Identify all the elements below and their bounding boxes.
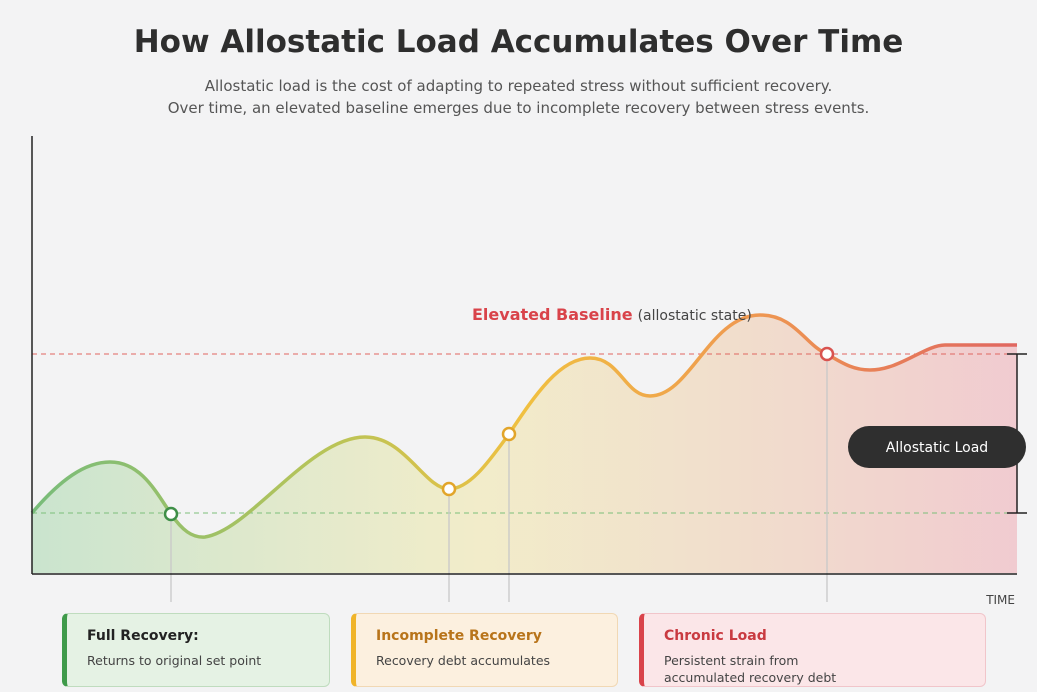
- card: Chronic Load Persistent strain from accu…: [639, 613, 986, 687]
- point: [501, 426, 517, 442]
- point: [163, 506, 179, 522]
- load-pill: [848, 426, 1026, 468]
- card-text: Persistent strain from accumulated recov…: [664, 653, 837, 685]
- card-text: Returns to original set point: [87, 653, 262, 668]
- card-title: Full Recovery:: [87, 628, 199, 644]
- baseline-note: (allostatic state): [638, 308, 752, 324]
- baseline-label: Elevated Baseline (allostatic state): [472, 305, 752, 324]
- card: Incomplete Recovery Recovery debt accumu…: [351, 613, 618, 687]
- subtitle: Over time, an elevated baseline emerges …: [167, 99, 870, 117]
- title: How Allostatic Load Accumulates Over Tim…: [133, 24, 904, 60]
- point: [441, 481, 457, 497]
- card-title: Chronic Load: [664, 628, 767, 644]
- area: [32, 315, 1017, 573]
- x-axis-label: TIME: [985, 593, 1015, 607]
- card-text: Recovery debt accumulates: [376, 653, 551, 668]
- card-title: Incomplete Recovery: [376, 628, 542, 644]
- baseline-title: Elevated Baseline: [472, 305, 633, 324]
- subtitle: Allostatic load is the cost of adapting …: [204, 77, 833, 95]
- point: [819, 346, 835, 362]
- card: Full Recovery: Returns to original set p…: [62, 613, 330, 687]
- load-label: Allostatic Load: [886, 440, 988, 456]
